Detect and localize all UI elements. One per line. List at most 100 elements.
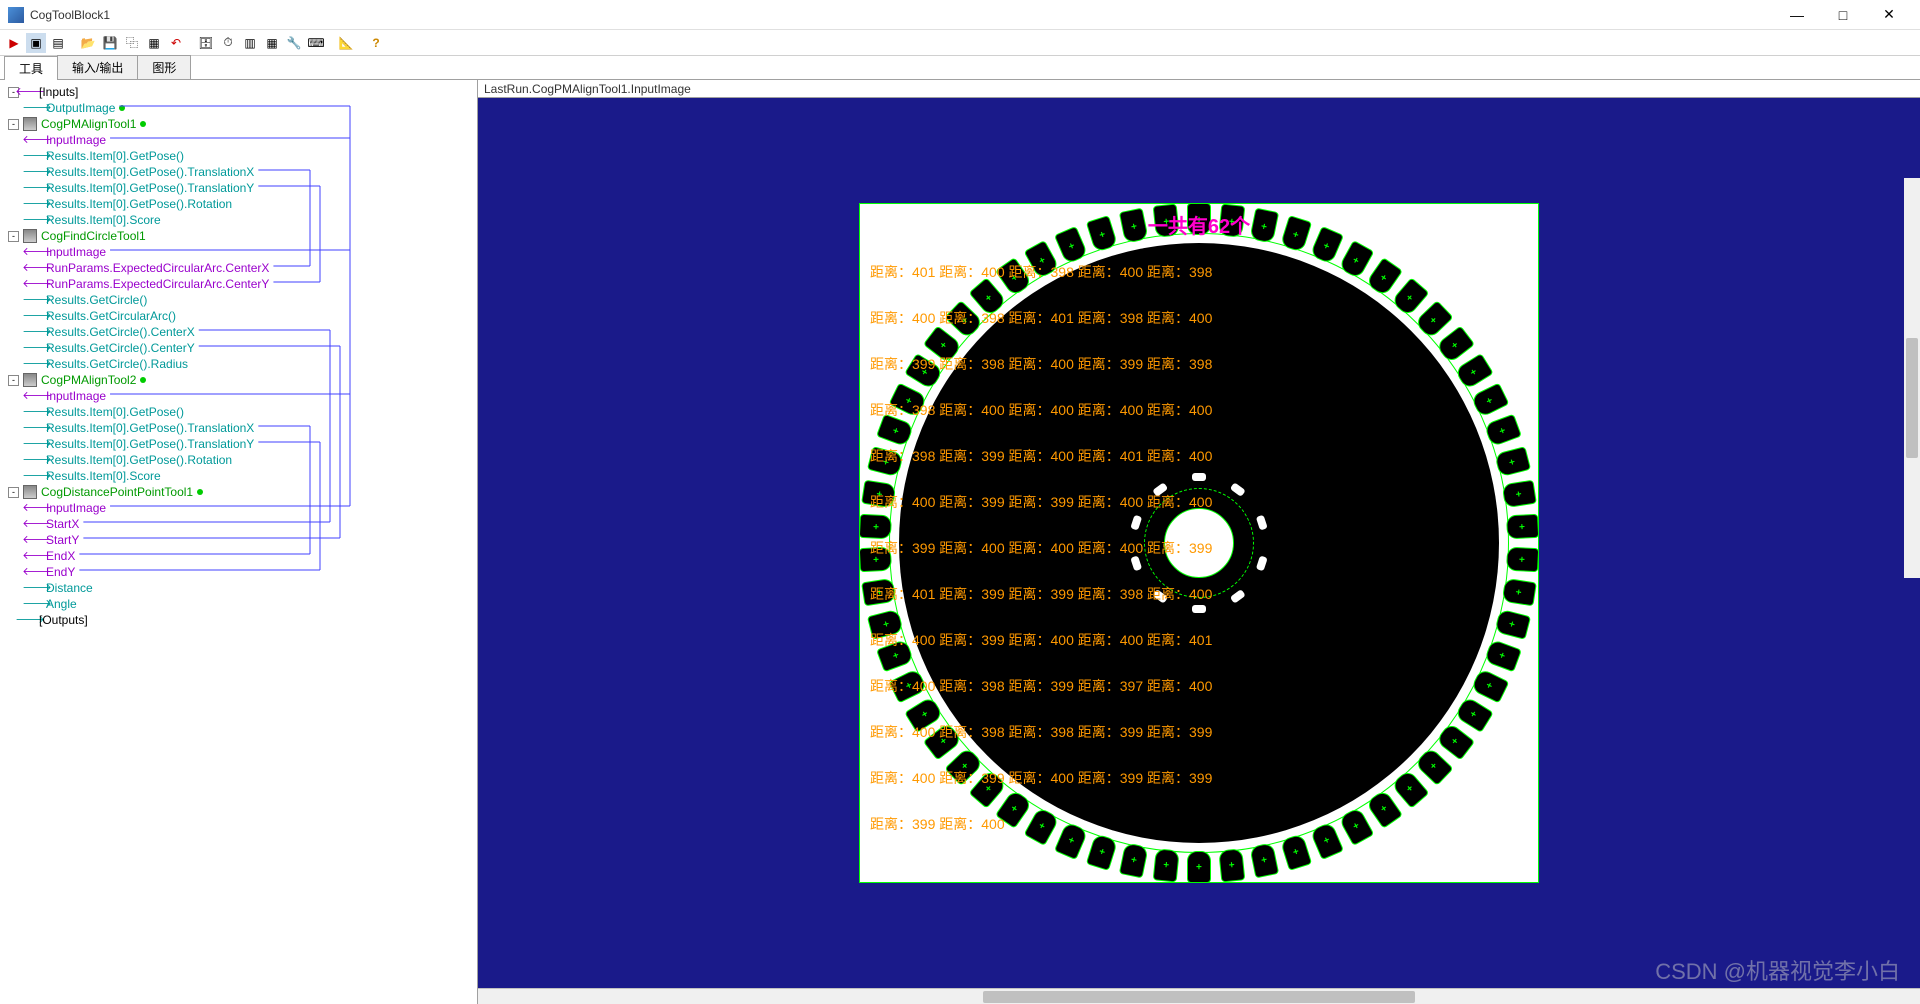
maximize-button[interactable]: □: [1820, 0, 1866, 30]
tab-graphics[interactable]: 图形: [137, 55, 191, 79]
tree-label: InputImage: [46, 500, 106, 516]
tree-node[interactable]: 🡒Results.GetCircle().Radius: [0, 356, 477, 372]
tree-node[interactable]: 🡒Results.Item[0].Score: [0, 468, 477, 484]
tree-node[interactable]: 🡐InputImage: [0, 388, 477, 404]
tree-node[interactable]: 🡒Results.GetCircularArc(): [0, 308, 477, 324]
expand-icon[interactable]: -: [8, 119, 19, 130]
image-header: LastRun.CogPMAlignTool1.InputImage: [478, 80, 1920, 98]
distance-row: 距离：400 距离：398 距离：398 距离：399 距离：399: [870, 722, 1212, 742]
tree-node[interactable]: 🡐EndX: [0, 548, 477, 564]
vertical-scrollbar[interactable]: [1904, 178, 1920, 578]
tab-tools[interactable]: 工具: [4, 56, 58, 80]
arrow-icon: 🡒: [30, 340, 44, 356]
arrow-icon: 🡒: [30, 292, 44, 308]
tree-node[interactable]: 🡐InputImage: [0, 132, 477, 148]
arrow-icon: 🡐: [30, 388, 44, 404]
tree-node[interactable]: 🡐InputImage: [0, 244, 477, 260]
watermark: CSDN @机器视觉李小白: [1655, 954, 1900, 986]
tree-node[interactable]: - CogDistancePointPointTool1: [0, 484, 477, 500]
tree-label: RunParams.ExpectedCircularArc.CenterY: [46, 276, 269, 292]
tooth-marker-icon: +: [1098, 229, 1107, 241]
hub-mark: [1230, 482, 1246, 497]
tree-label: CogDistancePointPointTool1: [41, 484, 193, 500]
gear-tooth: +: [1278, 829, 1314, 871]
wrench-button[interactable]: 🔧: [284, 33, 304, 53]
tree-node[interactable]: 🡒Results.Item[0].GetPose().TranslationY: [0, 180, 477, 196]
tree-node[interactable]: 🡐EndY: [0, 564, 477, 580]
clock-button[interactable]: ⏱: [218, 33, 238, 53]
tree-node[interactable]: 🡒Results.Item[0].GetPose().TranslationX: [0, 420, 477, 436]
undo-button[interactable]: ↶: [166, 33, 186, 53]
tree-node[interactable]: 🡒Results.Item[0].GetPose().TranslationX: [0, 164, 477, 180]
tab-io[interactable]: 输入/输出: [57, 55, 138, 79]
tooth-marker-icon: +: [1260, 853, 1268, 865]
tree-node[interactable]: 🡐StartX: [0, 516, 477, 532]
ruler-button[interactable]: 📐: [336, 33, 356, 53]
tool-tree[interactable]: -🡐[Inputs]🡒OutputImage-CogPMAlignTool1🡐I…: [0, 84, 477, 628]
tree-node[interactable]: 🡒Results.GetCircle(): [0, 292, 477, 308]
help-button[interactable]: ?: [366, 33, 386, 53]
tree-node[interactable]: 🡒OutputImage: [0, 100, 477, 116]
paste-button[interactable]: ▦: [144, 33, 164, 53]
window-title: CogToolBlock1: [30, 8, 1774, 22]
tree-node[interactable]: -CogFindCircleTool1: [0, 228, 477, 244]
arrow-icon: 🡒: [30, 404, 44, 420]
tree-label: CogPMAlignTool2: [41, 372, 136, 388]
distance-row: 距离：400 距离：399 距离：400 距离：400 距离：401: [870, 630, 1212, 650]
save-button[interactable]: 💾: [100, 33, 120, 53]
tree-label: Results.Item[0].GetPose(): [46, 404, 184, 420]
tree-node[interactable]: 🡐StartY: [0, 532, 477, 548]
tree-node[interactable]: 🡒[Outputs]: [0, 612, 477, 628]
minimize-button[interactable]: —: [1774, 0, 1820, 30]
tree-node[interactable]: 🡒Results.GetCircle().CenterX: [0, 324, 477, 340]
tree-node[interactable]: - CogPMAlignTool2: [0, 372, 477, 388]
close-button[interactable]: ✕: [1866, 0, 1912, 30]
tree-node[interactable]: 🡒Results.Item[0].GetPose(): [0, 148, 477, 164]
arrow-icon: 🡐: [30, 564, 44, 580]
tree-node[interactable]: 🡐RunParams.ExpectedCircularArc.CenterX: [0, 260, 477, 276]
tree-node[interactable]: 🡒Results.Item[0].GetPose().Rotation: [0, 452, 477, 468]
grid-button[interactable]: ▥: [240, 33, 260, 53]
tooth-marker-icon: +: [1512, 588, 1524, 595]
distance-row: 距离：400 距离：399 距离：399 距离：400 距离：400: [870, 492, 1212, 512]
view-button[interactable]: ▤: [48, 33, 68, 53]
tooth-marker-icon: +: [1321, 833, 1331, 845]
num-button[interactable]: ⌨: [306, 33, 326, 53]
arrow-icon: 🡐: [23, 84, 37, 100]
tree-label: Results.Item[0].GetPose().TranslationX: [46, 420, 254, 436]
tree-label: InputImage: [46, 244, 106, 260]
image-viewport[interactable]: 一共有62个 +++++++++++++++++++++++++++++++++…: [478, 98, 1920, 988]
tree-node[interactable]: -CogPMAlignTool1: [0, 116, 477, 132]
expand-icon[interactable]: -: [8, 487, 19, 498]
table-button[interactable]: ▦: [262, 33, 282, 53]
image-frame: 一共有62个 +++++++++++++++++++++++++++++++++…: [859, 203, 1539, 883]
open-button[interactable]: 📂: [78, 33, 98, 53]
step-button[interactable]: ▣: [26, 33, 46, 53]
arrow-icon: 🡒: [30, 196, 44, 212]
arrow-icon: 🡒: [30, 580, 44, 596]
tree-node[interactable]: 🡒Results.GetCircle().CenterY: [0, 340, 477, 356]
tree-node[interactable]: 🡒Angle: [0, 596, 477, 612]
gear-tooth: +: [1278, 215, 1314, 257]
horizontal-scrollbar[interactable]: [478, 988, 1920, 1004]
hub-mark: [1230, 589, 1246, 604]
tree-node[interactable]: -🡐[Inputs]: [0, 84, 477, 100]
tooth-marker-icon: +: [1512, 490, 1524, 497]
db-button[interactable]: 🗄: [196, 33, 216, 53]
run-button[interactable]: ▶: [4, 33, 24, 53]
tree-node[interactable]: 🡐RunParams.ExpectedCircularArc.CenterY: [0, 276, 477, 292]
tree-label: Results.GetCircularArc(): [46, 308, 176, 324]
tree-node[interactable]: 🡐InputImage: [0, 500, 477, 516]
tree-label: [Outputs]: [39, 612, 88, 628]
tree-node[interactable]: 🡒Distance: [0, 580, 477, 596]
tree-label: EndY: [46, 564, 75, 580]
tree-label: Distance: [46, 580, 93, 596]
tree-node[interactable]: 🡒Results.Item[0].GetPose(): [0, 404, 477, 420]
tree-node[interactable]: 🡒Results.Item[0].GetPose().Rotation: [0, 196, 477, 212]
tree-node[interactable]: 🡒Results.Item[0].Score: [0, 212, 477, 228]
expand-icon[interactable]: -: [8, 231, 19, 242]
copy-button[interactable]: ⿻: [122, 33, 142, 53]
tree-node[interactable]: 🡒Results.Item[0].GetPose().TranslationY: [0, 436, 477, 452]
status-dot: [140, 121, 146, 127]
expand-icon[interactable]: -: [8, 375, 19, 386]
